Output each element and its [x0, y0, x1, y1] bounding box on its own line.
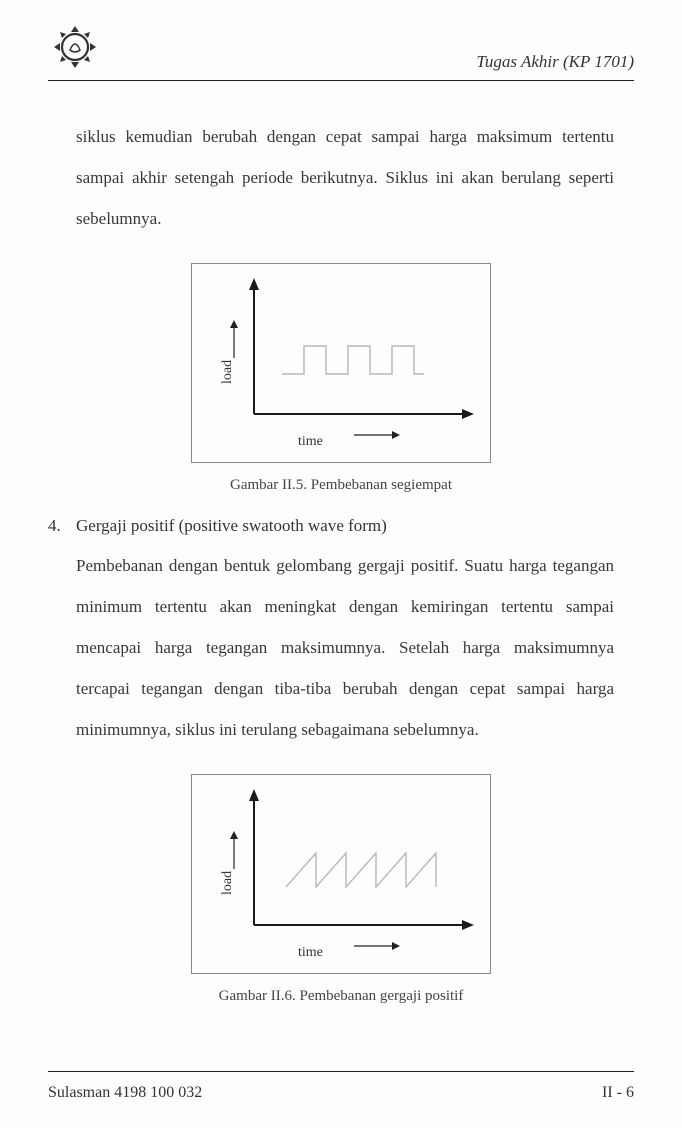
- list-number: 4.: [48, 516, 76, 536]
- list-title: Gergaji positif (positive swatooth wave …: [76, 516, 387, 536]
- x-axis-arrow-icon: [352, 939, 400, 957]
- x-axis-arrow-icon: [352, 428, 400, 446]
- institution-logo: [48, 20, 102, 74]
- figure-sawtooth: load time: [191, 774, 491, 974]
- footer-divider: [48, 1071, 634, 1072]
- figure-caption-1: Gambar II.5. Pembebanan segiempat: [48, 477, 634, 494]
- header-divider: [48, 80, 634, 81]
- header-title: Tugas Akhir (KP 1701): [476, 52, 634, 72]
- page-footer: Sulasman 4198 100 032 II - 6: [48, 1084, 634, 1102]
- page-header: Tugas Akhir (KP 1701): [48, 20, 634, 74]
- footer-author: Sulasman 4198 100 032: [48, 1084, 202, 1102]
- list-item-4: 4. Gergaji positif (positive swatooth wa…: [48, 516, 614, 536]
- paragraph-continuation: siklus kemudian berubah dengan cepat sam…: [76, 117, 614, 239]
- x-axis-label: time: [298, 434, 323, 450]
- x-axis-label: time: [298, 945, 323, 961]
- y-axis-arrow-icon: [228, 831, 240, 876]
- y-axis-arrow-icon: [228, 320, 240, 365]
- figure-square-wave: load time: [191, 263, 491, 463]
- item-4-body: Pembebanan dengan bentuk gelombang gerga…: [76, 546, 614, 750]
- figure-caption-2: Gambar II.6. Pembebanan gergaji positif: [48, 988, 634, 1005]
- footer-page-number: II - 6: [602, 1084, 634, 1102]
